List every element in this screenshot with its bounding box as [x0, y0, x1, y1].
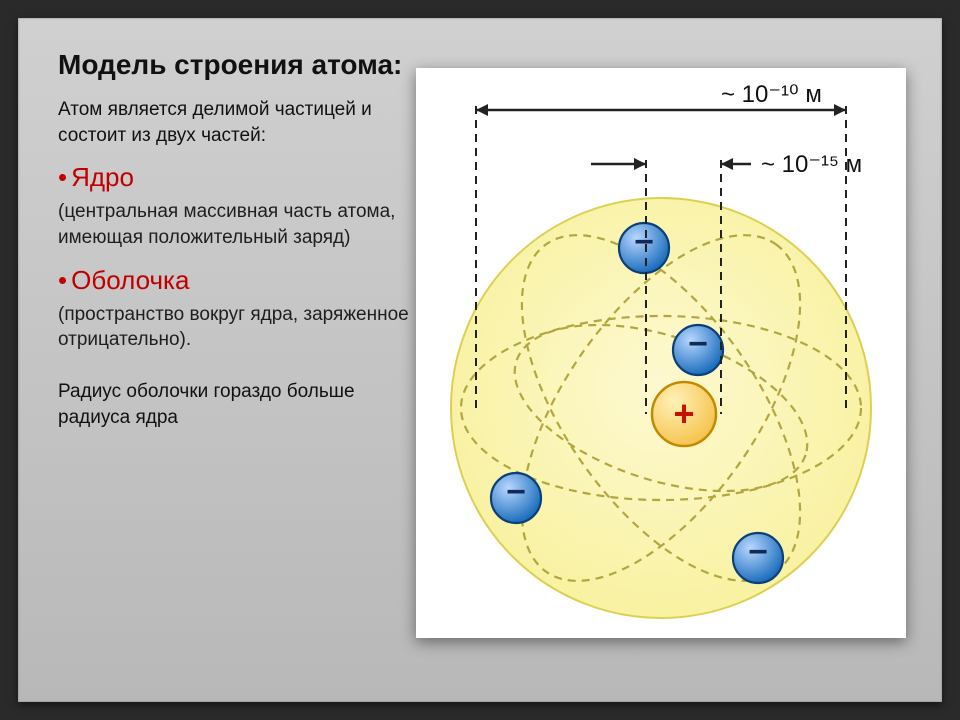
dim-label-outer: ~ 10⁻¹⁰ м [721, 81, 822, 108]
bullet-shell-label: •Оболочка [58, 265, 428, 296]
dim-label-inner: ~ 10⁻¹⁵ м [761, 151, 862, 178]
footer-note: Радиус оболочки гораздо больше радиуса я… [58, 379, 428, 430]
bullet-shell-text: Оболочка [71, 265, 189, 295]
slide-surface: Модель строения атома: Атом является дел… [18, 18, 942, 702]
dim-arrow-head [721, 158, 733, 170]
electron-minus-sign: − [506, 473, 526, 511]
bullet-nucleus-label: •Ядро [58, 162, 428, 193]
bullet-nucleus-desc: (центральная массивная часть атома, имею… [58, 199, 428, 250]
dim-arrow-head [834, 104, 846, 116]
bullet-nucleus-text: Ядро [71, 162, 134, 192]
atom-diagram-svg: + − − − − ~ 10⁻¹⁰ м ~ 10⁻¹⁵ м [416, 68, 906, 638]
electron-minus-sign: − [634, 223, 654, 261]
dim-arrow-head [634, 158, 646, 170]
electron-minus-sign: − [748, 533, 768, 571]
intro-text: Атом является делимой частицей и состоит… [58, 97, 428, 148]
atom-diagram-container: + − − − − ~ 10⁻¹⁰ м ~ 10⁻¹⁵ м [416, 68, 906, 638]
text-column: Модель строения атома: Атом является дел… [58, 48, 428, 444]
slide-outer-frame: Модель строения атома: Атом является дел… [0, 0, 960, 720]
dim-arrow-head [476, 104, 488, 116]
bullet-shell-desc: (пространство вокруг ядра, заряженное от… [58, 302, 428, 353]
slide-title: Модель строения атома: [58, 48, 428, 81]
electron-minus-sign: − [688, 325, 708, 363]
bullet-dot: • [58, 162, 67, 193]
bullet-dot: • [58, 265, 67, 296]
nucleus-plus-sign: + [673, 393, 694, 434]
